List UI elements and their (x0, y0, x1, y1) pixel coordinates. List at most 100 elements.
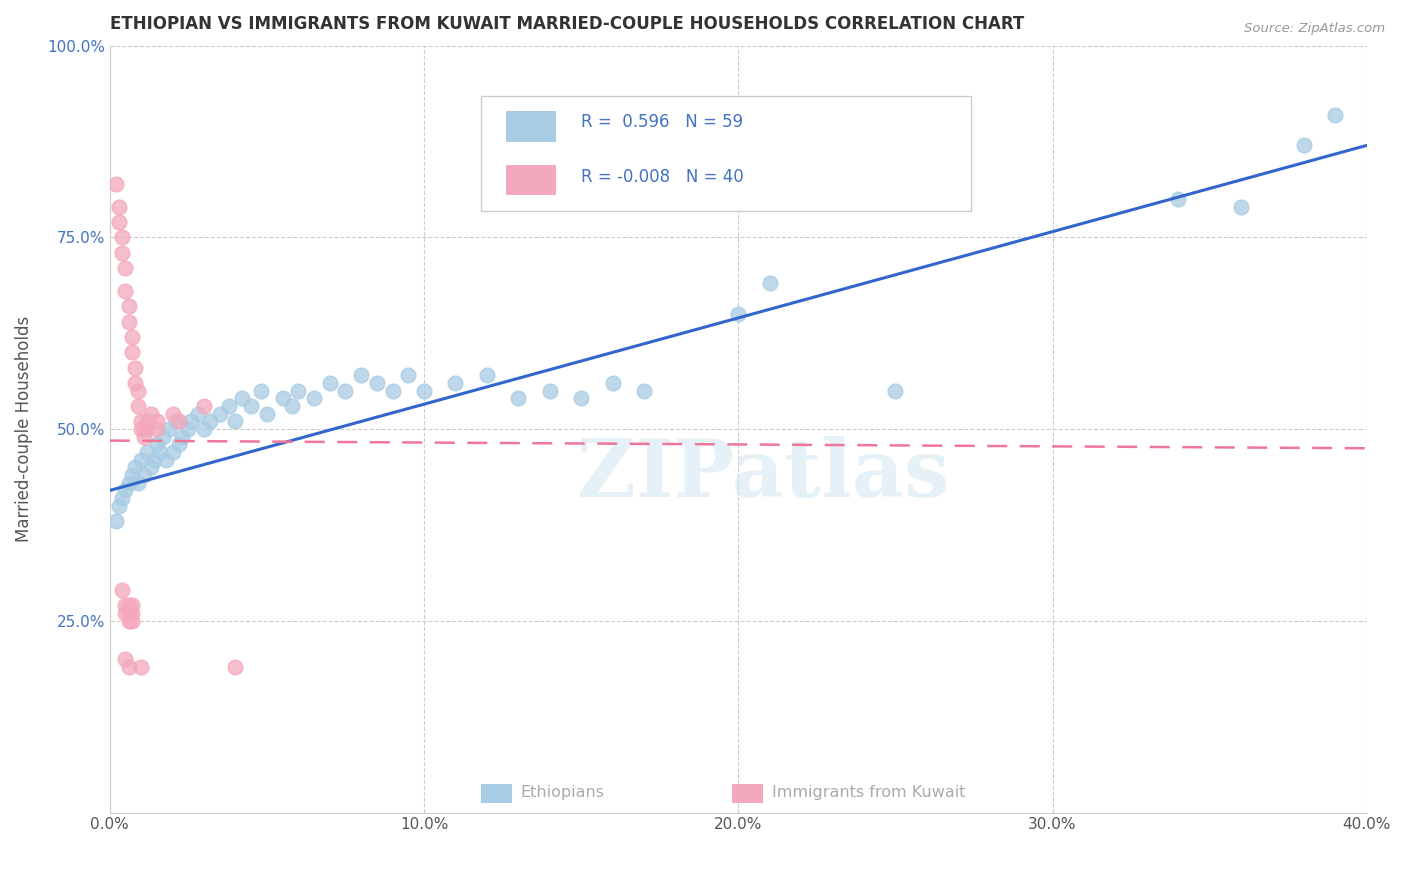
Point (129, 452, 152, 467)
Point (124, 360, 146, 375)
Point (208, 407, 231, 421)
Point (193, 399, 215, 413)
Point (508, 392, 530, 406)
Point (139, 407, 162, 421)
Text: ZIPatlas: ZIPatlas (578, 436, 949, 514)
Point (146, 414, 169, 428)
Point (129, 660, 152, 674)
Point (538, 384, 561, 398)
Point (162, 407, 184, 421)
Point (758, 277, 780, 291)
Point (475, 368, 498, 383)
Point (127, 475, 149, 490)
Point (319, 376, 342, 390)
Y-axis label: Married-couple Households: Married-couple Households (15, 316, 32, 542)
Point (1324, 108, 1347, 122)
FancyBboxPatch shape (481, 784, 512, 804)
Point (114, 606, 136, 620)
Point (134, 468, 156, 483)
Point (117, 300, 139, 314)
Point (142, 452, 165, 467)
Point (136, 422, 159, 436)
Point (162, 445, 184, 459)
Point (117, 475, 139, 490)
Point (366, 376, 388, 390)
Point (152, 430, 174, 444)
Point (350, 368, 373, 383)
Point (134, 430, 156, 444)
Point (287, 384, 309, 398)
Point (167, 437, 190, 451)
Point (117, 606, 139, 620)
Text: ETHIOPIAN VS IMMIGRANTS FROM KUWAIT MARRIED-COUPLE HOUSEHOLDS CORRELATION CHART: ETHIOPIAN VS IMMIGRANTS FROM KUWAIT MARR… (110, 15, 1024, 33)
Point (114, 261, 136, 276)
Point (335, 384, 357, 398)
Point (136, 414, 159, 428)
Text: Ethiopians: Ethiopians (520, 785, 605, 800)
Point (121, 345, 143, 359)
Point (111, 583, 134, 598)
Point (271, 392, 294, 406)
Point (127, 399, 149, 413)
Point (218, 399, 240, 413)
Point (1167, 192, 1189, 206)
Point (127, 384, 149, 398)
Point (111, 230, 134, 244)
Point (256, 407, 278, 421)
FancyBboxPatch shape (506, 164, 555, 195)
FancyBboxPatch shape (733, 784, 763, 804)
Point (108, 499, 131, 513)
Point (224, 414, 246, 428)
Point (193, 422, 215, 436)
Point (444, 376, 467, 390)
Point (111, 245, 134, 260)
Point (121, 606, 143, 620)
Point (413, 384, 436, 398)
Point (633, 384, 655, 398)
Point (124, 460, 146, 475)
Point (167, 414, 190, 428)
Point (114, 652, 136, 666)
Point (108, 215, 131, 229)
Point (129, 414, 152, 428)
Text: R =  0.596   N = 59: R = 0.596 N = 59 (581, 113, 744, 131)
Point (187, 407, 209, 421)
Point (146, 422, 169, 436)
Text: R = -0.008   N = 40: R = -0.008 N = 40 (581, 169, 744, 186)
Point (602, 376, 624, 390)
FancyBboxPatch shape (506, 111, 555, 142)
Point (146, 437, 169, 451)
Point (121, 614, 143, 628)
Point (149, 445, 172, 459)
Point (884, 384, 907, 398)
Point (165, 414, 187, 428)
FancyBboxPatch shape (481, 95, 970, 211)
Point (105, 514, 128, 528)
Point (117, 614, 139, 628)
Point (231, 392, 253, 406)
Point (159, 422, 181, 436)
Point (129, 422, 152, 436)
Point (569, 392, 592, 406)
Point (105, 177, 128, 191)
Point (124, 376, 146, 390)
Point (155, 452, 177, 467)
Point (381, 384, 404, 398)
Point (170, 430, 193, 444)
Text: Source: ZipAtlas.com: Source: ZipAtlas.com (1244, 22, 1385, 36)
Point (117, 599, 139, 613)
Point (121, 330, 143, 344)
Point (302, 392, 325, 406)
Point (249, 384, 271, 398)
Point (134, 422, 156, 436)
Point (200, 414, 222, 428)
Point (1230, 200, 1253, 214)
Point (1292, 138, 1315, 153)
Point (114, 483, 136, 498)
Point (108, 200, 131, 214)
Point (114, 284, 136, 298)
Point (177, 422, 200, 436)
Point (117, 660, 139, 674)
Point (136, 445, 159, 459)
Point (111, 491, 134, 505)
